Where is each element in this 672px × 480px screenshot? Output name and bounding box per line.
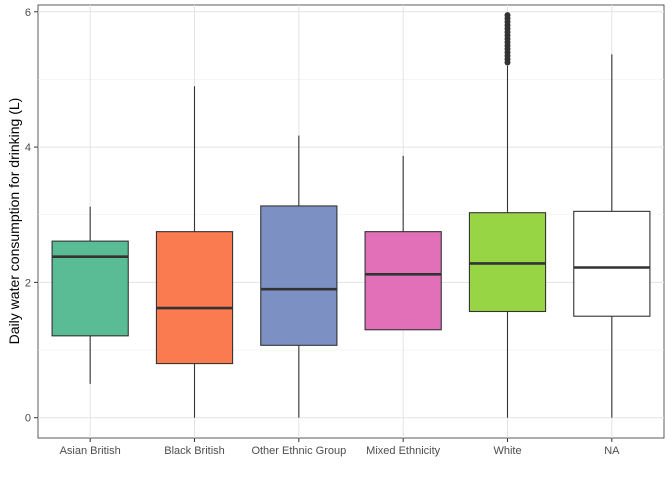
plot-panel <box>37 4 665 439</box>
box-black-british <box>155 86 234 418</box>
box-body <box>260 205 338 346</box>
box-other-ethnic-group <box>260 135 338 418</box>
box-na <box>573 54 651 418</box>
y-tick-label: 4 <box>25 142 31 154</box>
x-tick-label: Black British <box>164 445 225 457</box>
box-body <box>51 240 129 337</box>
x-tick-label: Other Ethnic Group <box>251 445 346 457</box>
box-white <box>468 12 547 418</box>
y-tick-label: 6 <box>25 7 31 19</box>
y-axis-ticks: 0 2 4 6 <box>25 7 38 425</box>
x-tick-label: White <box>493 445 521 457</box>
outlier-point <box>504 12 511 19</box>
y-tick-label: 2 <box>25 277 31 289</box>
boxes <box>51 12 651 418</box>
box-body <box>468 212 547 313</box>
x-tick-label: Mixed Ethnicity <box>366 445 440 457</box>
box-mixed-ethnicity <box>364 155 442 331</box>
x-axis-ticks: Asian British Black British Other Ethnic G… <box>60 438 620 457</box>
x-tick-label: Asian British <box>60 445 121 457</box>
box-body <box>364 231 442 331</box>
x-tick-label: NA <box>604 445 620 457</box>
y-tick-label: 0 <box>25 413 31 425</box>
box-body <box>155 231 234 365</box>
y-axis-title: Daily water consumption for drinking (L) <box>6 98 22 345</box>
box-body <box>573 210 651 317</box>
box-asian-british <box>51 206 129 384</box>
